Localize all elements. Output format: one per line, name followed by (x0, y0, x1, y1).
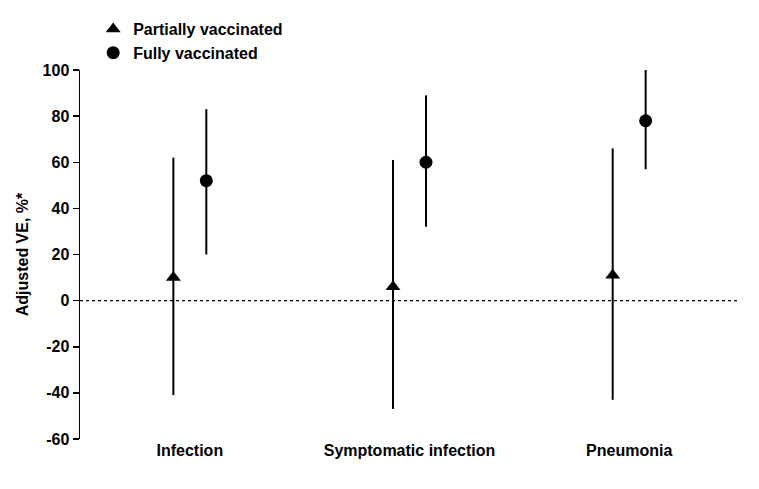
svg-text:60: 60 (52, 154, 70, 171)
svg-text:-20: -20 (46, 338, 69, 355)
svg-text:Fully vaccinated: Fully vaccinated (133, 45, 258, 62)
svg-text:80: 80 (52, 108, 70, 125)
svg-text:0: 0 (60, 292, 69, 309)
svg-text:Partially vaccinated: Partially vaccinated (133, 21, 282, 38)
svg-text:Infection: Infection (156, 442, 223, 459)
svg-text:Pneumonia: Pneumonia (586, 442, 672, 459)
svg-text:Symptomatic infection: Symptomatic infection (324, 442, 496, 459)
svg-text:-40: -40 (46, 384, 69, 401)
svg-text:20: 20 (52, 246, 70, 263)
svg-text:100: 100 (43, 62, 70, 79)
svg-text:40: 40 (52, 200, 70, 217)
svg-text:Adjusted VE, %*: Adjusted VE, %* (14, 192, 31, 316)
svg-text:-60: -60 (46, 431, 69, 448)
